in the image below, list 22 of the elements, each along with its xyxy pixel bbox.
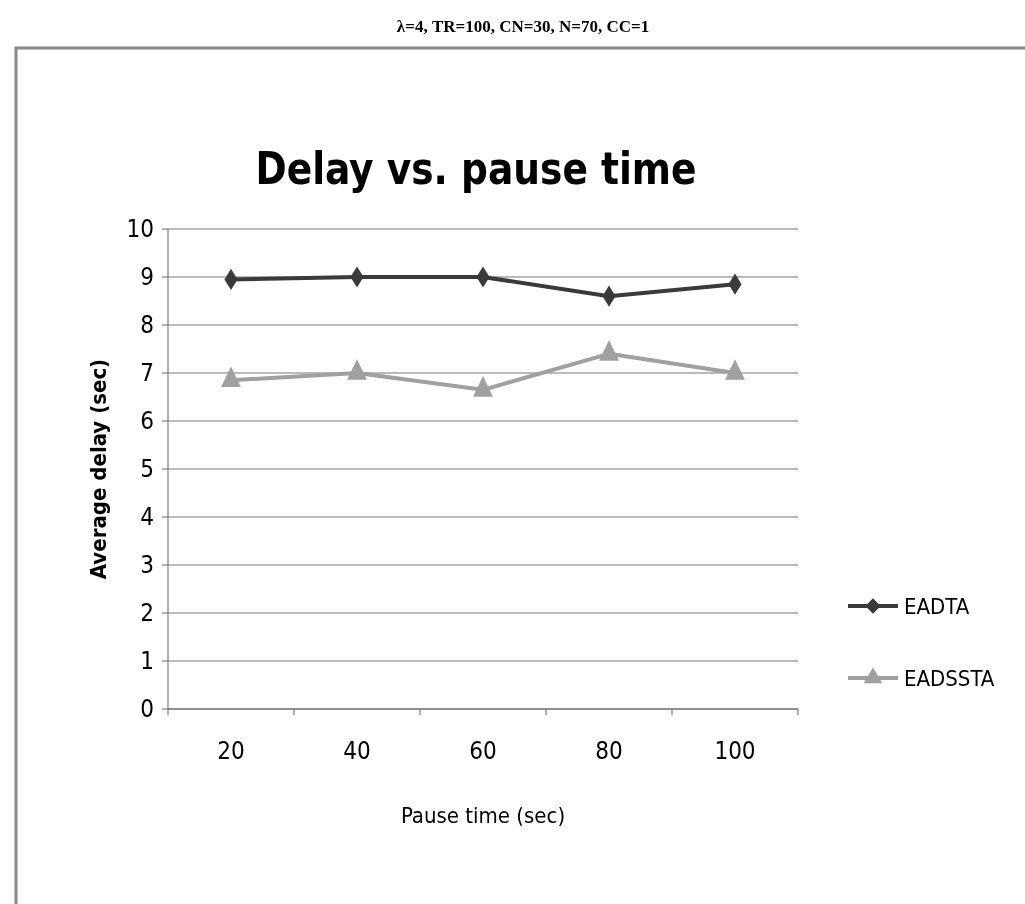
x-tick-label: 80 [595, 737, 623, 765]
x-tick-label: 100 [714, 737, 756, 765]
y-tick-label: 1 [140, 647, 154, 676]
x-tick-label: 20 [217, 737, 245, 765]
y-tick-label: 4 [140, 503, 154, 532]
x-axis-title: Pause time (sec) [400, 803, 566, 828]
y-tick-label: 7 [140, 359, 154, 388]
legend-label: EADTA [904, 593, 970, 619]
y-tick-label: 9 [140, 263, 154, 292]
y-tick-label: 6 [140, 407, 154, 436]
y-tick-label: 10 [126, 215, 154, 244]
y-tick-label: 3 [140, 551, 154, 580]
chart-title: Delay vs. pause time [255, 142, 697, 195]
y-tick-label: 2 [140, 599, 154, 628]
x-tick-label: 40 [343, 737, 371, 765]
legend-label: EADSSTA [904, 665, 995, 691]
chart-subtitle: λ=4, TR=100, CN=30, N=70, CC=1 [396, 17, 650, 36]
y-tick-label: 8 [140, 311, 154, 340]
y-tick-label: 0 [140, 695, 154, 724]
x-tick-label: 60 [469, 737, 497, 765]
y-axis-title: Average delay (sec) [86, 358, 111, 580]
y-tick-label: 5 [140, 455, 154, 484]
